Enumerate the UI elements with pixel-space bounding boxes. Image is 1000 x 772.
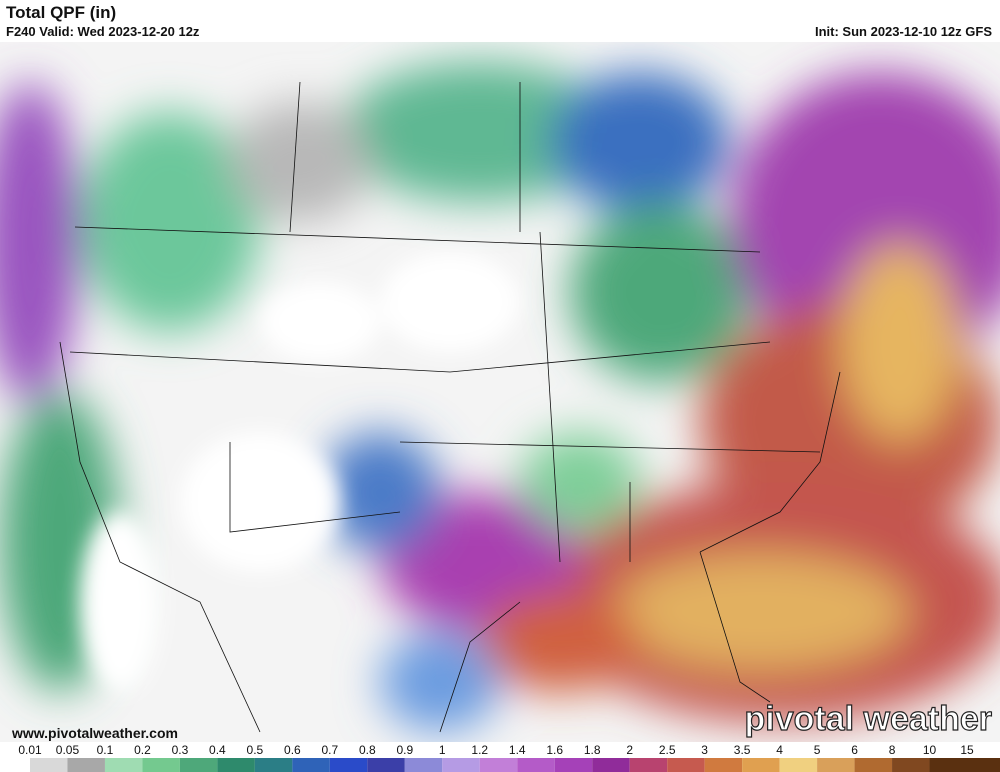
legend-label: 1.6 bbox=[546, 743, 563, 757]
legend-label: 0.5 bbox=[247, 743, 264, 757]
init-time: Init: Sun 2023-12-10 12z GFS bbox=[814, 24, 992, 39]
legend-label: 0.05 bbox=[56, 743, 80, 757]
color-cell bbox=[367, 758, 405, 772]
legend-label: 0.9 bbox=[396, 743, 413, 757]
color-cell bbox=[179, 758, 218, 772]
legend-label: 2.5 bbox=[659, 743, 676, 757]
legend-label: 1.8 bbox=[584, 743, 601, 757]
map: www.pivotalweather.com pivotal weather bbox=[0, 42, 1000, 742]
color-cell bbox=[142, 758, 180, 772]
valid-time: F240 Valid: Wed 2023-12-20 12z bbox=[6, 24, 200, 39]
color-cell bbox=[854, 758, 893, 772]
color-cell bbox=[629, 758, 668, 772]
legend-label: 0.3 bbox=[172, 743, 189, 757]
legend-label: 0.01 bbox=[18, 743, 42, 757]
color-cell bbox=[592, 758, 630, 772]
legend-label: 6 bbox=[851, 743, 858, 757]
legend-label: 0.8 bbox=[359, 743, 376, 757]
legend-label: 8 bbox=[889, 743, 896, 757]
color-cell bbox=[817, 758, 855, 772]
legend-label: 0.4 bbox=[209, 743, 226, 757]
legend-label: 10 bbox=[923, 743, 937, 757]
color-cell bbox=[104, 758, 143, 772]
legend-label: 0.1 bbox=[97, 743, 114, 757]
legend-label: 1.4 bbox=[509, 743, 526, 757]
legend-label: 2 bbox=[626, 743, 633, 757]
legend-label: 0.2 bbox=[134, 743, 151, 757]
color-cell bbox=[67, 758, 105, 772]
watermark: pivotal weather bbox=[744, 700, 992, 738]
color-cell bbox=[892, 758, 930, 772]
color-cell bbox=[329, 758, 368, 772]
color-cell bbox=[517, 758, 555, 772]
color-cell bbox=[479, 758, 518, 772]
legend-label: 3.5 bbox=[734, 743, 751, 757]
legend-label: 0.7 bbox=[321, 743, 338, 757]
color-cell bbox=[742, 758, 780, 772]
legend-label: 15 bbox=[960, 743, 974, 757]
color-cell bbox=[30, 758, 68, 772]
color-cell bbox=[254, 758, 293, 772]
color-cell bbox=[0, 758, 30, 772]
color-cell bbox=[292, 758, 330, 772]
color-cell bbox=[667, 758, 705, 772]
color-cell bbox=[404, 758, 443, 772]
color-cell bbox=[217, 758, 255, 772]
color-cell bbox=[779, 758, 818, 772]
color-cell bbox=[554, 758, 593, 772]
color-cell bbox=[704, 758, 743, 772]
website: www.pivotalweather.com bbox=[11, 725, 178, 741]
legend-label: 5 bbox=[814, 743, 821, 757]
legend-label: 3 bbox=[701, 743, 708, 757]
legend-label: 0.6 bbox=[284, 743, 301, 757]
title: Total QPF (in) bbox=[6, 3, 117, 22]
color-cell bbox=[929, 758, 967, 772]
color-cell bbox=[967, 758, 1000, 772]
legend-label: 1 bbox=[439, 743, 446, 757]
color-cell bbox=[442, 758, 480, 772]
legend-label: 4 bbox=[776, 743, 783, 757]
colorbar: 0.01 0.05 0.1 0.2 0.3 0.4 0.5 0.6 0.7 0.8 0.9 1 1.2 1… bbox=[0, 743, 1000, 772]
legend-label: 1.2 bbox=[471, 743, 488, 757]
